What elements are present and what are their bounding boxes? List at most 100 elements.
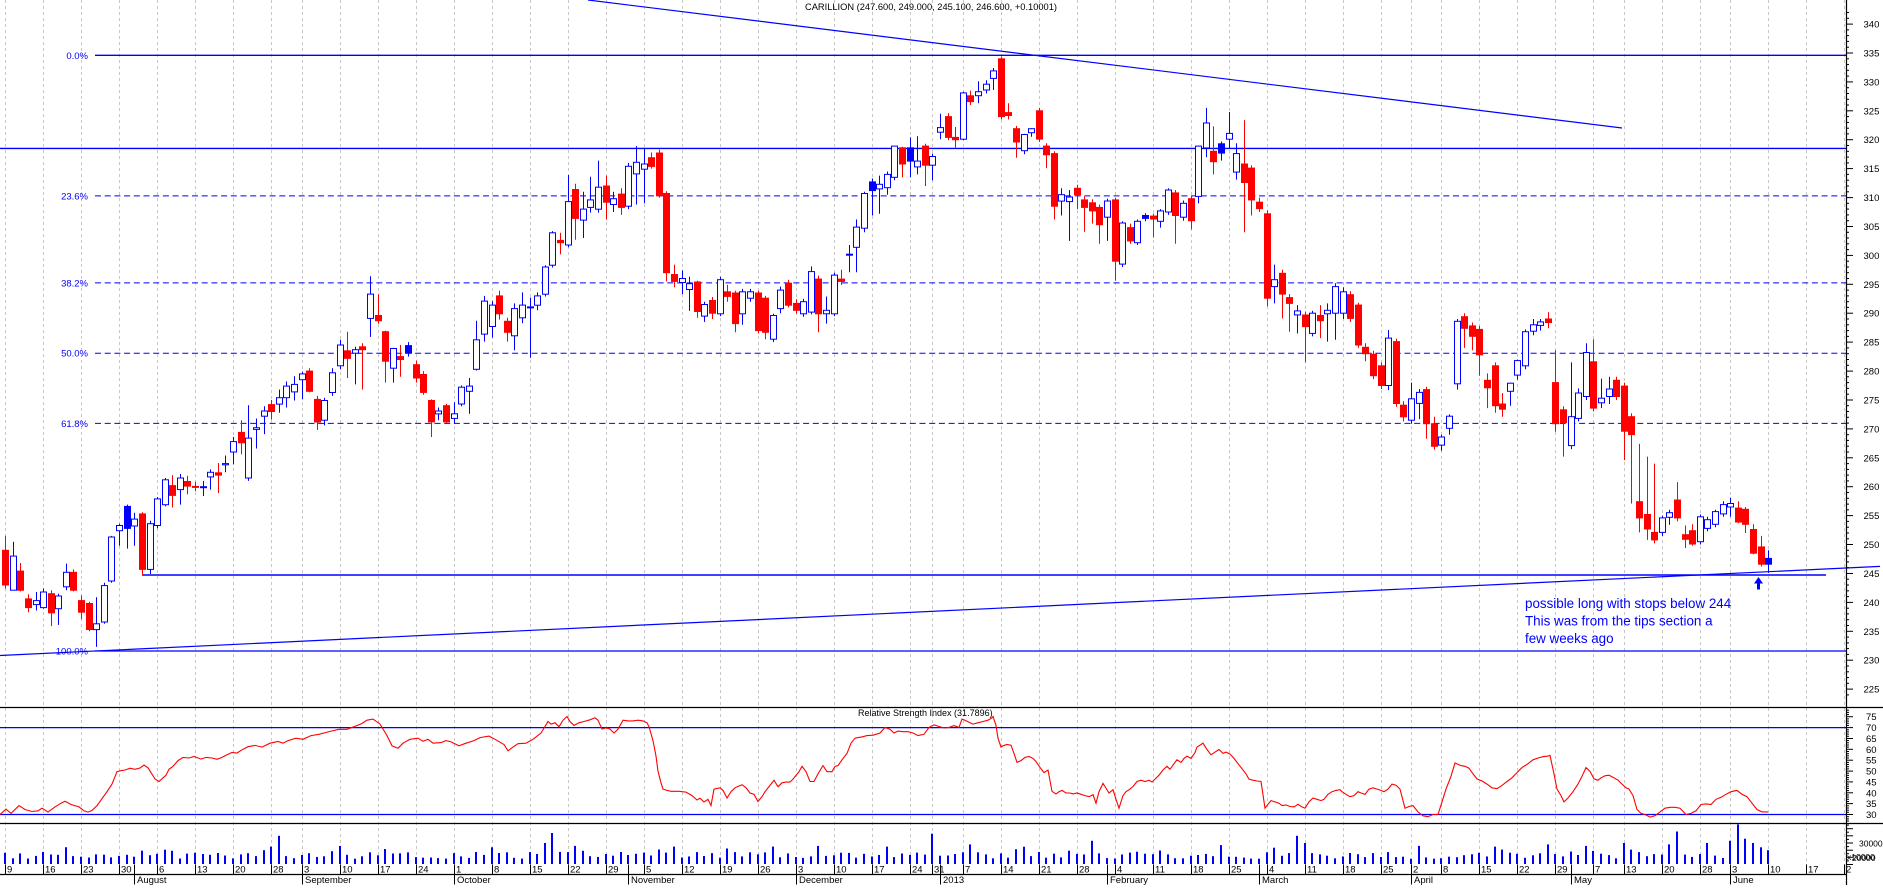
svg-text:29: 29 <box>608 865 619 876</box>
svg-text:60: 60 <box>1866 745 1877 756</box>
svg-text:330: 330 <box>1864 77 1880 88</box>
svg-text:8: 8 <box>1443 865 1448 876</box>
svg-text:19: 19 <box>722 865 733 876</box>
svg-text:275: 275 <box>1864 396 1880 407</box>
svg-text:November: November <box>631 875 675 885</box>
svg-text:10: 10 <box>342 865 353 876</box>
svg-text:100.0%: 100.0% <box>56 647 89 658</box>
svg-text:7: 7 <box>1595 865 1600 876</box>
svg-text:2: 2 <box>1413 865 1418 876</box>
svg-text:15: 15 <box>532 865 543 876</box>
svg-text:3: 3 <box>304 865 309 876</box>
svg-text:December: December <box>799 875 843 885</box>
svg-text:10: 10 <box>836 865 847 876</box>
svg-text:235: 235 <box>1864 627 1880 638</box>
svg-text:300: 300 <box>1864 251 1880 262</box>
svg-text:February: February <box>1110 875 1148 885</box>
svg-text:October: October <box>457 875 491 885</box>
svg-text:Relative Strength Index (31.78: Relative Strength Index (31.7896) <box>858 708 993 718</box>
svg-text:15: 15 <box>1481 865 1492 876</box>
svg-text:13: 13 <box>197 865 208 876</box>
svg-text:65: 65 <box>1866 734 1877 745</box>
svg-text:April: April <box>1414 875 1433 885</box>
svg-text:August: August <box>137 875 167 885</box>
svg-text:25: 25 <box>1231 865 1242 876</box>
svg-text:240: 240 <box>1864 598 1880 609</box>
svg-text:17: 17 <box>380 865 391 876</box>
svg-text:24: 24 <box>418 865 429 876</box>
svg-text:4: 4 <box>1269 865 1274 876</box>
svg-text:61.8%: 61.8% <box>61 419 88 430</box>
svg-text:30: 30 <box>1866 810 1877 821</box>
svg-text:28: 28 <box>1079 865 1090 876</box>
svg-text:55: 55 <box>1866 756 1877 767</box>
svg-text:335: 335 <box>1864 49 1880 60</box>
svg-text:25: 25 <box>1383 865 1394 876</box>
svg-text:10: 10 <box>1770 865 1781 876</box>
svg-text:20000: 20000 <box>1852 853 1876 863</box>
svg-text:7: 7 <box>965 865 970 876</box>
svg-text:12: 12 <box>684 865 695 876</box>
svg-text:20: 20 <box>1664 865 1675 876</box>
svg-text:23: 23 <box>83 865 94 876</box>
svg-text:305: 305 <box>1864 222 1880 233</box>
svg-text:9: 9 <box>7 865 12 876</box>
svg-text:3: 3 <box>798 865 803 876</box>
svg-text:28: 28 <box>1702 865 1713 876</box>
svg-text:30: 30 <box>121 865 132 876</box>
svg-text:265: 265 <box>1864 453 1880 464</box>
svg-text:This was from the tips section: This was from the tips section a <box>1525 614 1713 629</box>
svg-text:28: 28 <box>273 865 284 876</box>
svg-text:310: 310 <box>1864 193 1880 204</box>
svg-text:255: 255 <box>1864 511 1880 522</box>
svg-text:11: 11 <box>1155 865 1165 876</box>
svg-text:September: September <box>305 875 351 885</box>
svg-text:CARILLION (247.600, 249.000, 2: CARILLION (247.600, 249.000, 245.100, 24… <box>805 2 1057 12</box>
svg-text:16: 16 <box>45 865 56 876</box>
svg-text:230: 230 <box>1864 656 1880 667</box>
svg-text:24: 24 <box>912 865 923 876</box>
svg-text:285: 285 <box>1864 338 1880 349</box>
svg-text:260: 260 <box>1864 482 1880 493</box>
svg-text:35: 35 <box>1866 799 1877 810</box>
svg-text:50: 50 <box>1866 767 1877 778</box>
svg-text:250: 250 <box>1864 540 1880 551</box>
svg-text:315: 315 <box>1864 164 1880 175</box>
svg-text:22: 22 <box>570 865 581 876</box>
svg-text:290: 290 <box>1864 309 1880 320</box>
svg-text:22: 22 <box>1519 865 1530 876</box>
svg-text:2: 2 <box>1846 865 1851 876</box>
svg-text:23.6%: 23.6% <box>61 191 88 202</box>
svg-text:x10000: x10000 <box>1847 852 1875 862</box>
svg-text:18: 18 <box>1345 865 1356 876</box>
svg-text:0.0%: 0.0% <box>66 51 88 62</box>
svg-text:30000: 30000 <box>1859 839 1883 849</box>
svg-text:50.0%: 50.0% <box>61 349 88 360</box>
svg-text:20: 20 <box>235 865 246 876</box>
svg-text:June: June <box>1733 875 1754 885</box>
svg-text:295: 295 <box>1864 280 1880 291</box>
svg-text:38.2%: 38.2% <box>61 278 88 289</box>
svg-text:8: 8 <box>494 865 499 876</box>
svg-text:14: 14 <box>1003 865 1014 876</box>
svg-text:31: 31 <box>934 865 945 876</box>
svg-text:45: 45 <box>1866 777 1877 788</box>
svg-text:18: 18 <box>1193 865 1204 876</box>
svg-text:11: 11 <box>1307 865 1317 876</box>
svg-text:29: 29 <box>1557 865 1568 876</box>
svg-text:320: 320 <box>1864 135 1880 146</box>
svg-text:possible long with stops below: possible long with stops below 244 <box>1525 596 1732 611</box>
svg-text:17: 17 <box>1808 865 1819 876</box>
svg-text:245: 245 <box>1864 569 1880 580</box>
svg-text:4: 4 <box>1117 865 1122 876</box>
svg-text:21: 21 <box>1041 865 1052 876</box>
svg-text:5: 5 <box>646 865 651 876</box>
svg-text:270: 270 <box>1864 424 1880 435</box>
svg-text:280: 280 <box>1864 367 1880 378</box>
svg-text:70: 70 <box>1866 723 1877 734</box>
svg-text:few weeks ago: few weeks ago <box>1525 631 1614 646</box>
svg-text:17: 17 <box>874 865 885 876</box>
svg-text:6: 6 <box>159 865 164 876</box>
svg-text:3: 3 <box>1732 865 1737 876</box>
svg-text:March: March <box>1262 875 1288 885</box>
